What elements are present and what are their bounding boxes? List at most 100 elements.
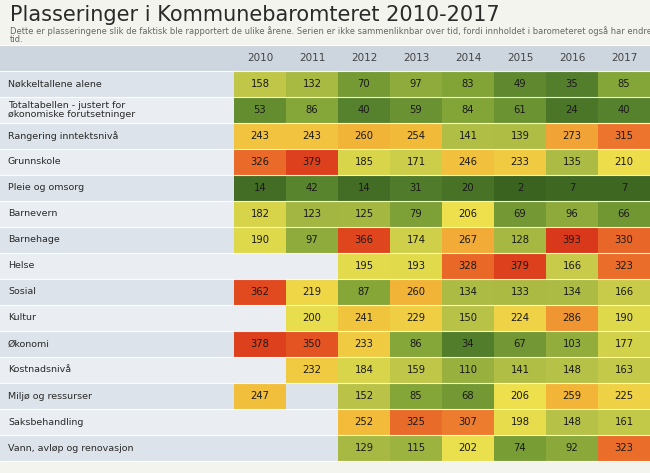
Bar	[442, 97, 494, 123]
Text: 129: 129	[354, 443, 374, 453]
Bar	[338, 331, 390, 357]
Text: 379: 379	[302, 157, 322, 167]
Bar	[598, 383, 650, 409]
Bar	[390, 253, 442, 279]
Text: 86: 86	[306, 105, 318, 115]
Text: Dette er plasseringene slik de faktisk ble rapportert de ulike årene. Serien er : Dette er plasseringene slik de faktisk b…	[10, 26, 650, 36]
Bar	[286, 357, 338, 383]
Text: 97: 97	[410, 79, 422, 89]
Text: 185: 185	[354, 157, 374, 167]
Bar	[442, 435, 494, 461]
Bar	[390, 435, 442, 461]
Bar	[286, 175, 338, 201]
Bar	[0, 331, 234, 357]
Bar	[338, 201, 390, 227]
Bar	[598, 149, 650, 175]
Text: 193: 193	[406, 261, 426, 271]
Text: 224: 224	[510, 313, 530, 323]
Bar	[546, 357, 598, 383]
Text: Pleie og omsorg: Pleie og omsorg	[8, 184, 84, 193]
Bar	[598, 305, 650, 331]
Bar	[338, 149, 390, 175]
Bar	[286, 253, 338, 279]
Bar	[0, 201, 234, 227]
Bar	[442, 357, 494, 383]
Text: 174: 174	[406, 235, 426, 245]
Bar	[494, 227, 546, 253]
Bar	[286, 71, 338, 97]
Bar	[0, 123, 234, 149]
Bar	[234, 305, 286, 331]
Bar	[598, 97, 650, 123]
Text: Grunnskole: Grunnskole	[8, 158, 62, 166]
Bar	[442, 305, 494, 331]
Text: 115: 115	[406, 443, 426, 453]
Text: 2: 2	[517, 183, 523, 193]
Bar	[494, 435, 546, 461]
Bar	[390, 97, 442, 123]
Text: 177: 177	[614, 339, 634, 349]
Text: 79: 79	[410, 209, 422, 219]
Bar	[546, 253, 598, 279]
Bar	[494, 357, 546, 383]
Text: Vann, avløp og renovasjon: Vann, avløp og renovasjon	[8, 444, 133, 453]
Bar	[442, 331, 494, 357]
Text: 350: 350	[302, 339, 322, 349]
Text: 68: 68	[462, 391, 474, 401]
Bar	[546, 435, 598, 461]
Text: 103: 103	[562, 339, 582, 349]
Bar	[0, 435, 234, 461]
Bar	[598, 123, 650, 149]
Text: 233: 233	[510, 157, 530, 167]
Bar	[598, 201, 650, 227]
Bar	[546, 305, 598, 331]
Bar	[0, 305, 234, 331]
Bar	[234, 253, 286, 279]
Bar	[338, 227, 390, 253]
Bar	[546, 201, 598, 227]
Text: 233: 233	[354, 339, 374, 349]
Bar	[598, 279, 650, 305]
Text: 125: 125	[354, 209, 374, 219]
Text: 85: 85	[618, 79, 630, 89]
Text: 141: 141	[458, 131, 478, 141]
Text: 2011: 2011	[299, 53, 325, 63]
Bar	[546, 383, 598, 409]
Text: 110: 110	[458, 365, 478, 375]
Bar	[598, 71, 650, 97]
Bar	[442, 123, 494, 149]
Text: 219: 219	[302, 287, 322, 297]
Bar	[286, 279, 338, 305]
Bar	[338, 253, 390, 279]
Text: 184: 184	[354, 365, 374, 375]
Text: 20: 20	[462, 183, 474, 193]
Text: 232: 232	[302, 365, 322, 375]
Text: 202: 202	[458, 443, 478, 453]
Bar	[338, 435, 390, 461]
Text: Kostnadsnivå: Kostnadsnivå	[8, 366, 71, 375]
Text: 225: 225	[614, 391, 634, 401]
Text: 53: 53	[254, 105, 266, 115]
Text: 243: 243	[302, 131, 322, 141]
Bar	[390, 357, 442, 383]
Bar	[0, 383, 234, 409]
Bar	[494, 409, 546, 435]
Bar	[494, 71, 546, 97]
Text: 134: 134	[562, 287, 582, 297]
Text: 134: 134	[458, 287, 478, 297]
Text: 163: 163	[614, 365, 634, 375]
Text: 307: 307	[458, 417, 478, 427]
Bar	[234, 357, 286, 383]
Bar	[286, 201, 338, 227]
Text: 92: 92	[566, 443, 578, 453]
Text: 40: 40	[358, 105, 370, 115]
Bar	[286, 305, 338, 331]
Bar	[598, 253, 650, 279]
Bar	[494, 305, 546, 331]
Text: 35: 35	[566, 79, 578, 89]
Text: Barnehage: Barnehage	[8, 236, 60, 245]
Bar	[494, 383, 546, 409]
Text: 59: 59	[410, 105, 422, 115]
Bar	[494, 253, 546, 279]
Text: Sosial: Sosial	[8, 288, 36, 297]
